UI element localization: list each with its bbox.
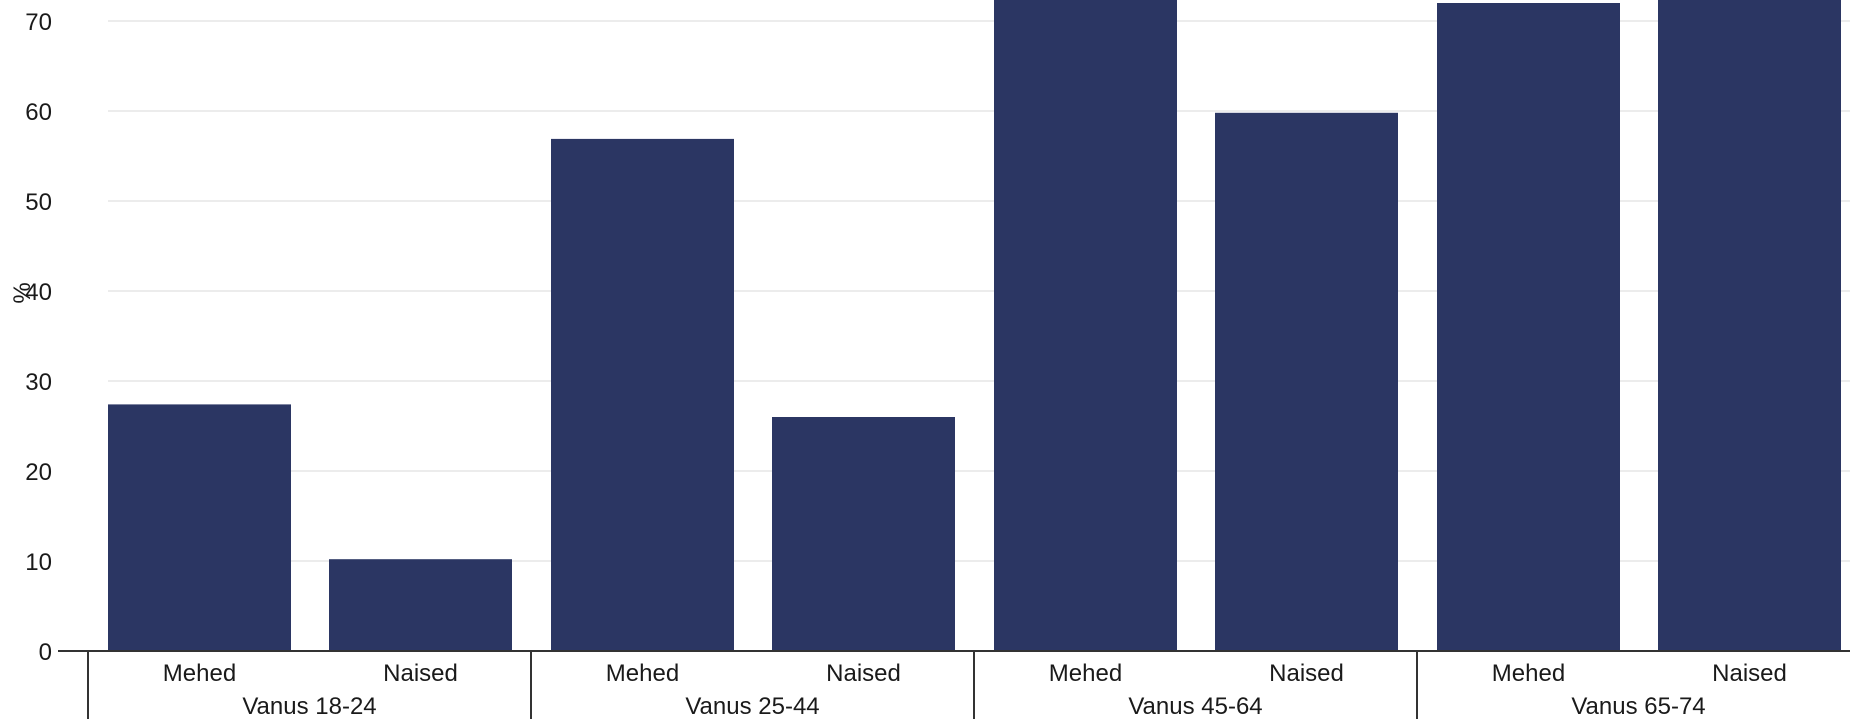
x-category-label: Naised — [1269, 660, 1344, 687]
x-category-label: Naised — [383, 660, 458, 687]
x-category-label: Mehed — [163, 660, 236, 687]
bar-4-mehed — [1437, 3, 1620, 651]
y-tick-label: 60 — [25, 99, 52, 126]
x-group-label: Vanus 45-64 — [1128, 693, 1262, 719]
axes — [58, 650, 1850, 719]
bar-2-naised — [772, 417, 955, 651]
x-category-label: Naised — [826, 660, 901, 687]
bar-2-mehed — [551, 138, 734, 651]
bar-1-mehed — [108, 404, 291, 651]
y-tick-label: 0 — [39, 639, 52, 666]
y-tick-label: 10 — [25, 549, 52, 576]
x-category-label: Mehed — [1492, 660, 1565, 687]
x-category-label: Mehed — [606, 660, 679, 687]
x-category-label: Naised — [1712, 660, 1787, 687]
y-axis-title: % — [9, 282, 36, 303]
y-tick-label: 70 — [25, 9, 52, 36]
x-group-label: Vanus 18-24 — [242, 693, 376, 719]
x-group-label: Vanus 25-44 — [685, 693, 819, 719]
gridlines — [108, 20, 1850, 562]
y-tick-label: 20 — [25, 459, 52, 486]
bar-3-naised — [1215, 112, 1398, 652]
y-tick-label: 40 — [25, 279, 52, 306]
x-group-label: Vanus 65-74 — [1571, 693, 1705, 719]
x-category-label: Mehed — [1049, 660, 1122, 687]
y-tick-label: 50 — [25, 189, 52, 216]
bar-4-naised — [1658, 0, 1841, 651]
bar-3-mehed — [994, 0, 1177, 651]
bars — [108, 0, 1841, 652]
y-tick-label: 30 — [25, 369, 52, 396]
bar-1-naised — [329, 559, 512, 651]
